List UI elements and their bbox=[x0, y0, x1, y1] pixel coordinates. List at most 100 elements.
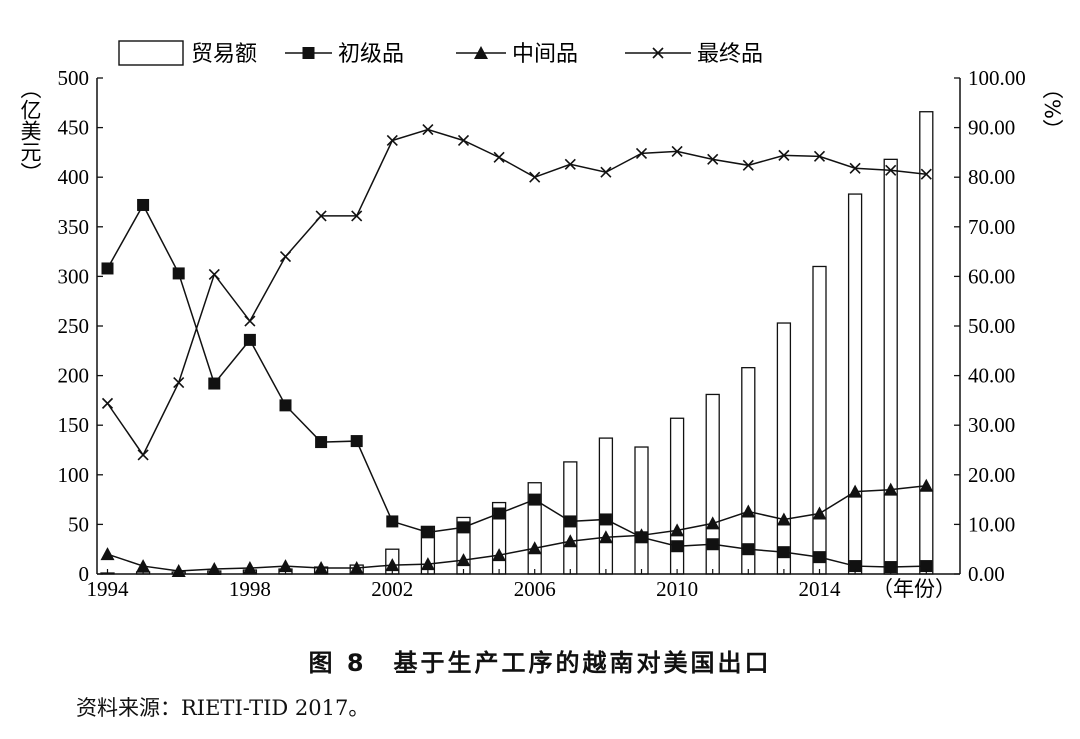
left-tick-label: 100 bbox=[58, 463, 90, 487]
point-1-2006 bbox=[527, 541, 542, 555]
point-0-1994 bbox=[101, 262, 114, 275]
point-2-2015 bbox=[849, 162, 861, 174]
x-tick-label: 2002 bbox=[371, 577, 413, 601]
point-2-1999 bbox=[279, 250, 292, 263]
point-2-2009 bbox=[635, 147, 648, 159]
point-2-2004 bbox=[457, 134, 470, 147]
point-1-2005 bbox=[492, 548, 507, 562]
point-0-2003 bbox=[421, 526, 434, 539]
point-0-1996 bbox=[172, 267, 185, 280]
bar-2017 bbox=[919, 111, 934, 575]
bar-2012 bbox=[741, 367, 756, 575]
legend-marker-0 bbox=[302, 47, 315, 59]
point-1-2014 bbox=[812, 506, 827, 520]
right-tick-label: 100.00 bbox=[968, 66, 1026, 90]
point-2-2007 bbox=[564, 158, 576, 170]
point-0-1995 bbox=[137, 198, 150, 211]
point-1-2003 bbox=[420, 557, 435, 571]
point-2-2012 bbox=[742, 159, 754, 171]
point-1-2007 bbox=[563, 534, 578, 548]
point-1-2015 bbox=[848, 484, 863, 498]
point-1-1997 bbox=[207, 562, 222, 576]
point-1-2016 bbox=[883, 482, 898, 496]
point-0-1999 bbox=[279, 399, 292, 412]
legend-label-0: 初级品 bbox=[338, 42, 404, 67]
left-tick-label: 400 bbox=[58, 165, 90, 189]
x-tick-label: 2010 bbox=[656, 577, 698, 601]
right-tick-label: 10.00 bbox=[968, 512, 1015, 536]
left-tick-label: 450 bbox=[58, 116, 90, 140]
point-2-2008 bbox=[600, 166, 612, 178]
x-tick-label: 1998 bbox=[229, 577, 271, 601]
point-0-2013 bbox=[777, 546, 790, 559]
legend-bar-swatch bbox=[118, 40, 184, 66]
series-line-0 bbox=[106, 203, 927, 568]
axes-layer: 0 50 100 150 200 250 300 350 400 450 500 0.00 10.00 2… bbox=[18, 66, 1064, 601]
chart: 0 50 100 150 200 250 300 350 400 450 500 0.00 10.00 2… bbox=[18, 40, 1064, 601]
right-axis-unit: （%） bbox=[1040, 78, 1064, 140]
left-tick-label: 150 bbox=[58, 413, 90, 437]
point-2-2017 bbox=[920, 168, 932, 180]
point-2-2001 bbox=[351, 210, 363, 222]
point-1-2001 bbox=[349, 561, 364, 575]
point-1-2012 bbox=[741, 504, 756, 518]
lines-layer bbox=[100, 124, 934, 578]
left-tick-label: 0 bbox=[79, 562, 90, 586]
left-tick-label: 300 bbox=[58, 264, 90, 288]
point-1-1998 bbox=[242, 561, 257, 575]
point-1-2000 bbox=[314, 561, 329, 575]
left-tick-label: 50 bbox=[68, 512, 89, 536]
bar-2014 bbox=[812, 265, 827, 575]
bar-2015 bbox=[847, 193, 863, 575]
right-tick-label: 40.00 bbox=[968, 364, 1015, 388]
point-1-2009 bbox=[634, 528, 649, 542]
point-0-2000 bbox=[315, 436, 328, 449]
bar-2009 bbox=[634, 446, 649, 575]
right-tick-label: 80.00 bbox=[968, 165, 1015, 189]
right-tick-label: 30.00 bbox=[968, 413, 1015, 437]
point-2-2002 bbox=[386, 134, 398, 147]
bars-layer bbox=[100, 111, 934, 575]
point-0-2010 bbox=[671, 540, 684, 553]
point-2-1997 bbox=[208, 268, 220, 280]
point-0-2016 bbox=[884, 561, 897, 574]
right-tick-label: 70.00 bbox=[968, 215, 1015, 239]
point-2-2010 bbox=[671, 145, 683, 157]
right-tick-label: 60.00 bbox=[968, 264, 1015, 288]
point-2-1995 bbox=[137, 449, 149, 461]
point-2-2016 bbox=[885, 164, 897, 176]
point-2-2014 bbox=[813, 150, 826, 162]
point-1-1994 bbox=[100, 547, 115, 561]
point-2-1998 bbox=[244, 315, 256, 327]
legend-label-trade: 贸易额 bbox=[191, 42, 257, 67]
point-1-2008 bbox=[598, 530, 613, 544]
legend: 贸易额 初级品 中间品 最终品 bbox=[118, 40, 763, 67]
point-2-1996 bbox=[173, 376, 185, 389]
point-2-2006 bbox=[529, 171, 541, 183]
x-tick-label: 1994 bbox=[87, 577, 130, 601]
point-1-1995 bbox=[136, 559, 151, 573]
point-2-2013 bbox=[778, 149, 790, 161]
point-0-1998 bbox=[243, 333, 256, 346]
legend-label-2: 最终品 bbox=[697, 42, 763, 67]
point-2-1994 bbox=[101, 397, 114, 409]
right-tick-label: 0.00 bbox=[968, 562, 1005, 586]
point-0-2001 bbox=[350, 435, 363, 448]
left-tick-label: 200 bbox=[58, 364, 90, 388]
source-note: 资料来源：RIETI-TID 2017。 bbox=[76, 696, 370, 720]
point-1-2002 bbox=[385, 558, 400, 572]
series-line-2 bbox=[106, 128, 927, 457]
point-0-2011 bbox=[706, 538, 719, 551]
point-0-2006 bbox=[528, 493, 541, 506]
x-tick-label: 2006 bbox=[514, 577, 556, 601]
figure-caption: 图 8 基于生产工序的越南对美国出口 bbox=[308, 649, 772, 677]
point-0-1997 bbox=[208, 377, 221, 390]
point-1-2013 bbox=[776, 512, 791, 526]
bar-2008 bbox=[598, 437, 614, 575]
point-1-2011 bbox=[705, 516, 720, 530]
point-0-2005 bbox=[493, 507, 506, 520]
right-tick-label: 20.00 bbox=[968, 463, 1015, 487]
left-tick-label: 250 bbox=[58, 314, 90, 338]
point-0-2015 bbox=[849, 560, 862, 573]
bar-2016 bbox=[883, 158, 898, 575]
